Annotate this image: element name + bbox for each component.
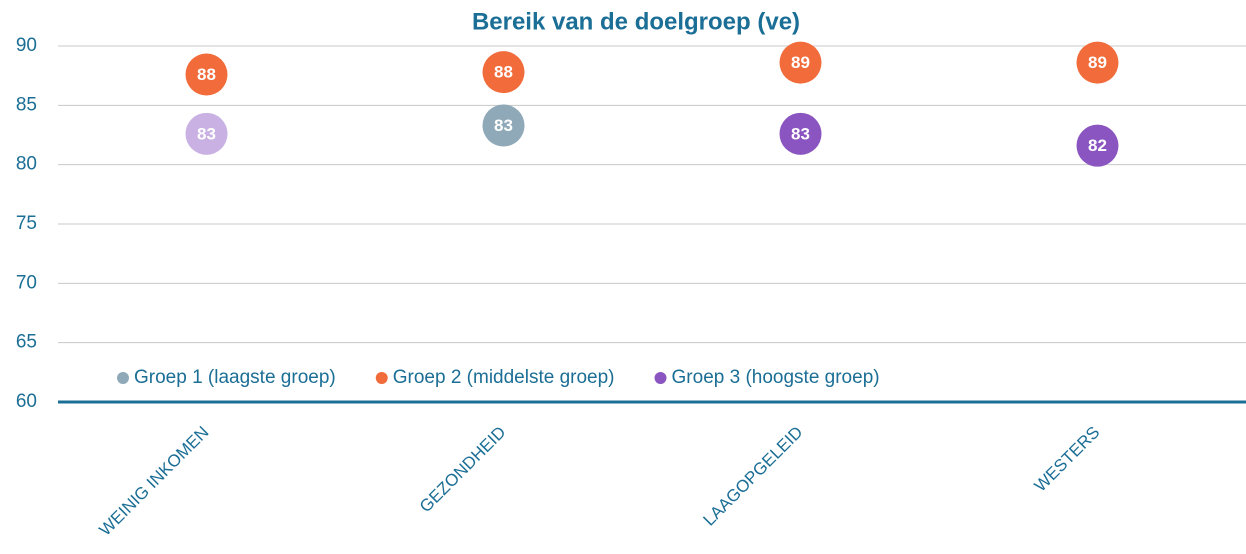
y-tick-label: 85 <box>16 94 37 115</box>
x-tick-label: GEZONDHEID <box>416 423 510 517</box>
y-tick-label: 60 <box>16 391 37 412</box>
y-tick-label: 90 <box>16 35 37 56</box>
value-label: 88 <box>494 63 513 82</box>
y-tick-label: 70 <box>16 272 37 293</box>
dot <box>185 112 228 155</box>
legend-label: Groep 1 (laagste groep) <box>134 367 336 388</box>
dot <box>779 41 822 84</box>
value-label: 83 <box>494 116 513 135</box>
legend-marker <box>375 372 388 384</box>
dot <box>779 112 822 155</box>
dot <box>1076 124 1119 167</box>
dot <box>482 51 525 94</box>
legend-label: Groep 3 (hoogste groep) <box>672 367 880 388</box>
y-tick-label: 80 <box>16 154 37 175</box>
dot <box>482 104 525 147</box>
y-tick-label: 65 <box>16 332 37 353</box>
value-label: 83 <box>791 124 810 143</box>
value-label: 88 <box>197 65 216 84</box>
value-label: 82 <box>1088 136 1107 155</box>
dot <box>185 53 228 96</box>
value-label: 89 <box>1088 53 1107 72</box>
chart-title: Bereik van de doelgroep (ve) <box>472 8 800 35</box>
x-tick-label: LAAGOPGELEID <box>700 423 807 530</box>
dot <box>1076 41 1119 84</box>
value-label: 83 <box>197 124 216 143</box>
x-tick-label: WESTERS <box>1031 423 1104 496</box>
x-tick-label: WEINIG INKOMEN <box>96 423 213 540</box>
value-label: 89 <box>791 53 810 72</box>
legend-marker <box>654 372 667 384</box>
legend-marker <box>117 372 129 384</box>
legend-label: Groep 2 (middelste groep) <box>393 367 615 388</box>
y-tick-label: 75 <box>16 213 37 234</box>
